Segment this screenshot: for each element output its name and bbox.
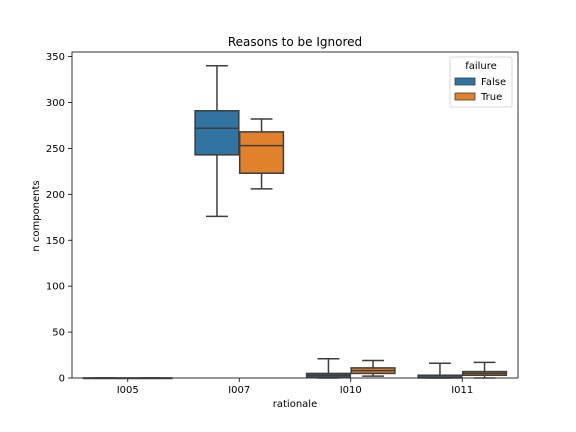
y-tick-label: 50 [52,328,65,339]
x-axis-label: rationale [273,399,317,410]
chart-title: Reasons to be Ignored [228,35,362,49]
y-tick-label: 150 [46,236,65,247]
plot-frame [71,51,519,379]
x-tick-label: I007 [228,385,250,396]
box-body [238,131,285,174]
y-tick-label: 350 [46,52,65,63]
box-false-i011 [417,362,463,379]
y-tick-label: 300 [46,98,65,109]
y-axis-label: n components [31,180,42,251]
box-false-i005 [82,377,129,380]
y-tick-label: 250 [46,144,65,155]
x-tick-label: I005 [117,385,139,396]
legend-title: failure [465,61,497,72]
box-false-i010 [305,357,352,379]
legend-entry-false: False [481,77,506,88]
box-false-i007 [194,65,240,218]
box-true-i005 [127,377,173,380]
box-true-i011 [461,361,508,379]
legend-swatch-true [454,92,476,101]
x-tick-label: I011 [451,385,473,396]
y-tick-label: 200 [46,190,65,201]
legend-entry-true: True [480,92,502,103]
plot-area: 0 50 100 150 200 250 300 350 I005 I007 I010 I011 [46,51,519,396]
box-true-i010 [350,359,396,377]
y-tick-label: 0 [59,374,65,385]
y-tick-label: 100 [46,282,65,293]
box-true-i007 [238,118,285,190]
legend-swatch-false [454,77,476,86]
x-tick-label: I010 [340,385,362,396]
box-body [194,110,240,156]
legend: failure False True [449,56,513,108]
